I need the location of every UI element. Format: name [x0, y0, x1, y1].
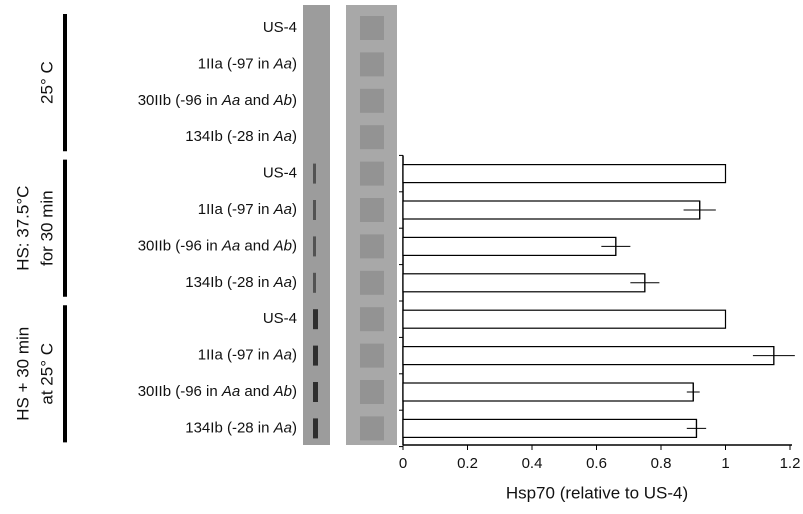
label-part: Aa: [221, 383, 240, 400]
group-label: HS + 30 min: [13, 327, 32, 421]
stain-band: [360, 344, 384, 368]
blot-band: [313, 346, 318, 366]
bar: [403, 201, 700, 219]
label-part: ): [292, 128, 297, 145]
bar: [403, 383, 693, 401]
blot-image: [303, 5, 330, 445]
bar: [403, 237, 616, 255]
label-part: 1IIa (-97 in: [198, 55, 274, 72]
group-label: HS: 37.5°C: [13, 186, 32, 271]
row-label: 30IIb (-96 in Aa and Ab): [138, 237, 297, 254]
row-label: 134Ib (-28 in Aa): [185, 128, 297, 145]
x-axis-label: Hsp70 (relative to US-4): [506, 483, 688, 502]
label-part: Aa: [273, 347, 292, 364]
row-label: 134Ib (-28 in Aa): [185, 419, 297, 436]
label-part: 30IIb (-96 in: [138, 383, 222, 400]
group-label: 25° C: [37, 61, 56, 104]
row-label: 1IIa (-97 in Aa): [198, 55, 297, 72]
label-part: ): [292, 55, 297, 72]
label-part: ): [292, 274, 297, 291]
label-part: 30IIb (-96 in: [138, 237, 222, 254]
blot-band: [313, 236, 316, 256]
label-part: ): [292, 347, 297, 364]
x-tick-label: 0.2: [457, 455, 478, 472]
blot-band: [313, 309, 318, 329]
label-part: Ab: [273, 92, 292, 109]
blot-band: [313, 164, 316, 184]
label-part: Aa: [273, 55, 292, 72]
label-part: Aa: [273, 201, 292, 218]
label-part: ): [292, 201, 297, 218]
label-part: and: [240, 237, 273, 254]
label-part: US-4: [263, 165, 297, 182]
bar: [403, 419, 696, 437]
stain-band: [360, 271, 384, 295]
label-part: ): [292, 92, 297, 109]
stain-band: [360, 307, 384, 331]
bar: [403, 310, 726, 328]
label-part: 1IIa (-97 in: [198, 347, 274, 364]
row-label: US-4: [263, 165, 297, 182]
stain-band: [360, 162, 384, 186]
label-part: ): [292, 237, 297, 254]
blot-band: [313, 200, 316, 220]
stain-band: [360, 234, 384, 258]
blot-band: [313, 418, 318, 438]
label-part: Aa: [273, 274, 292, 291]
label-part: ): [292, 383, 297, 400]
label-part: 1IIa (-97 in: [198, 201, 274, 218]
label-part: 30IIb (-96 in: [138, 92, 222, 109]
row-label: 30IIb (-96 in Aa and Ab): [138, 92, 297, 109]
row-label: 1IIa (-97 in Aa): [198, 347, 297, 364]
label-part: 134Ib (-28 in: [185, 128, 273, 145]
label-part: Ab: [273, 237, 292, 254]
stain-band: [360, 198, 384, 222]
bar: [403, 347, 774, 365]
stain-band: [360, 52, 384, 76]
label-part: Aa: [273, 128, 292, 145]
x-tick-label: 0: [399, 455, 407, 472]
label-part: 134Ib (-28 in: [185, 274, 273, 291]
row-label: 30IIb (-96 in Aa and Ab): [138, 383, 297, 400]
blot-band: [313, 273, 316, 293]
row-label: 1IIa (-97 in Aa): [198, 201, 297, 218]
row-label: US-4: [263, 310, 297, 327]
label-part: ): [292, 419, 297, 436]
stain-band: [360, 416, 384, 440]
label-part: Aa: [221, 92, 240, 109]
blot-band: [313, 382, 318, 402]
x-tick-label: 1.2: [780, 455, 801, 472]
x-tick-label: 1: [721, 455, 729, 472]
stain-band: [360, 125, 384, 149]
label-part: Aa: [221, 237, 240, 254]
label-part: and: [240, 92, 273, 109]
bar: [403, 165, 726, 183]
group-label: at 25° C: [37, 343, 56, 405]
x-tick-label: 0.4: [522, 455, 543, 472]
stain-band: [360, 16, 384, 40]
row-label: US-4: [263, 19, 297, 36]
row-label: 134Ib (-28 in Aa): [185, 274, 297, 291]
group-label: for 30 min: [37, 190, 56, 266]
label-part: and: [240, 383, 273, 400]
label-part: US-4: [263, 310, 297, 327]
stain-band: [360, 380, 384, 404]
x-tick-label: 0.6: [586, 455, 607, 472]
stain-band: [360, 89, 384, 113]
label-part: Ab: [273, 383, 292, 400]
bar: [403, 274, 645, 292]
figure: Hsp70 (relative to US-4) US-4 1IIa (-97 i…: [0, 0, 803, 509]
label-part: US-4: [263, 19, 297, 36]
label-part: Aa: [273, 419, 292, 436]
x-tick-label: 0.8: [651, 455, 672, 472]
label-part: 134Ib (-28 in: [185, 419, 273, 436]
